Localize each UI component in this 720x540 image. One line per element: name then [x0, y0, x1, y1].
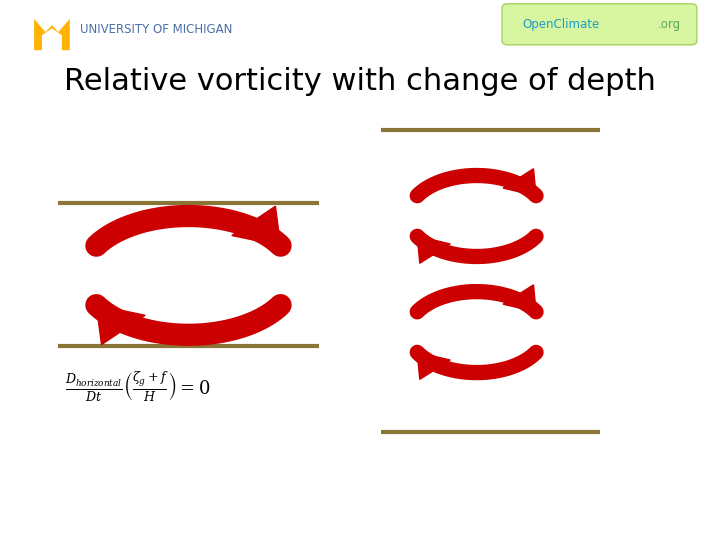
Polygon shape	[503, 285, 536, 312]
Polygon shape	[96, 305, 145, 345]
Text: .org: .org	[658, 18, 681, 31]
Text: $\frac{D_{horizontal}}{Dt}\left(\frac{\zeta_g + f}{H}\right) = 0$: $\frac{D_{horizontal}}{Dt}\left(\frac{\z…	[65, 370, 210, 403]
Polygon shape	[417, 237, 450, 263]
Text: Relative vorticity with change of depth: Relative vorticity with change of depth	[64, 68, 656, 97]
Polygon shape	[417, 352, 450, 379]
Polygon shape	[503, 169, 536, 195]
Polygon shape	[232, 206, 281, 246]
Polygon shape	[34, 19, 70, 50]
Text: UNIVERSITY OF MICHIGAN: UNIVERSITY OF MICHIGAN	[80, 23, 233, 36]
Text: OpenClimate: OpenClimate	[523, 18, 600, 31]
FancyBboxPatch shape	[502, 4, 697, 45]
